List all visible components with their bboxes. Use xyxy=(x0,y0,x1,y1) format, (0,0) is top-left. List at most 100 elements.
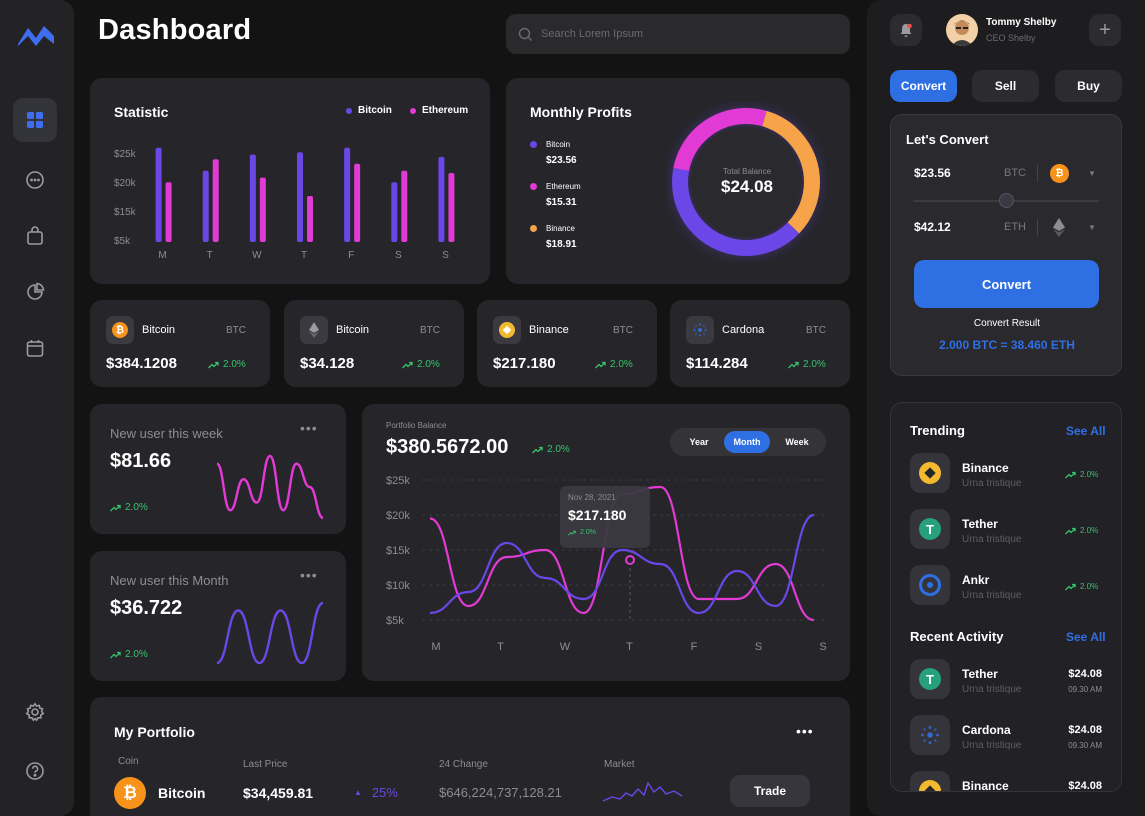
trade-button[interactable]: Trade xyxy=(730,775,810,807)
chevron-down-icon[interactable]: ▼ xyxy=(1088,169,1096,178)
sparkline-path xyxy=(215,454,324,520)
tab-buy[interactable]: Buy xyxy=(1055,70,1122,102)
coin-card[interactable]: Bitcoin BTC $34.128 2.0% xyxy=(284,300,464,387)
x-tick: M xyxy=(431,641,440,653)
to-amount[interactable]: $42.12 xyxy=(914,220,951,234)
nav-messages[interactable] xyxy=(13,158,57,202)
search-icon xyxy=(518,27,532,41)
col-coin: Coin xyxy=(118,756,139,767)
avatar[interactable] xyxy=(946,14,978,46)
chevron-down-icon[interactable]: ▼ xyxy=(1088,223,1096,232)
change-text: 2.0% xyxy=(223,359,246,370)
coin-code: BTC xyxy=(226,325,246,336)
chart-tooltip: Nov 28, 2021 $217.180 2.0% xyxy=(560,486,650,548)
donut-chart xyxy=(672,108,820,256)
recent-see-all-link[interactable]: See All xyxy=(1066,630,1106,644)
tether-icon: T xyxy=(910,659,950,699)
coin-card[interactable]: Cardona BTC $114.284 2.0% xyxy=(670,300,850,387)
bar xyxy=(344,147,351,242)
grid-icon xyxy=(27,112,43,128)
trend-up-icon xyxy=(1065,471,1076,478)
tab-year[interactable]: Year xyxy=(689,437,709,447)
coin-code: BTC xyxy=(806,325,826,336)
nav-help[interactable] xyxy=(13,749,57,793)
legend-bitcoin: Bitcoin xyxy=(346,105,392,116)
change-text: 2.0% xyxy=(803,359,826,370)
tab-sell[interactable]: Sell xyxy=(972,70,1039,102)
coin-change: 2.0% xyxy=(402,359,440,370)
search-bar[interactable] xyxy=(506,14,850,54)
trend-up-icon xyxy=(532,446,543,453)
recent-sub: Urna tristique xyxy=(962,740,1022,751)
x-tick: S xyxy=(819,641,826,653)
add-button[interactable]: + xyxy=(1089,14,1121,46)
trend-up-icon xyxy=(1065,583,1076,590)
x-tick: S xyxy=(755,641,762,653)
notification-button[interactable] xyxy=(890,14,922,46)
trend-up-icon xyxy=(788,361,799,368)
tab-month[interactable]: Month xyxy=(724,431,770,453)
more-icon[interactable]: ••• xyxy=(796,723,814,739)
tab-convert[interactable]: Convert xyxy=(890,70,957,102)
new-user-week-change: 2.0% xyxy=(110,502,148,513)
new-user-month-value: $36.722 xyxy=(110,597,183,619)
legend-dot xyxy=(530,225,537,232)
logo-icon[interactable] xyxy=(16,22,56,48)
nav-analytics[interactable] xyxy=(13,270,57,314)
y-tick: $20k xyxy=(114,178,136,189)
more-icon[interactable]: ••• xyxy=(300,567,318,583)
donut-slice xyxy=(672,108,820,256)
nav-calendar[interactable] xyxy=(13,326,57,370)
nav-shop[interactable] xyxy=(13,214,57,258)
col-last-price: Last Price xyxy=(243,759,288,770)
trending-change: 2.0% xyxy=(1065,470,1098,479)
more-icon[interactable]: ••• xyxy=(300,420,318,436)
nav-dashboard[interactable] xyxy=(13,98,57,142)
change-text: 2.0% xyxy=(417,359,440,370)
bag-icon xyxy=(27,226,43,245)
recent-name: Binance xyxy=(962,779,1009,792)
legend-dot xyxy=(530,183,537,190)
recent-amount: $24.08 xyxy=(1068,724,1102,736)
trending-change: 2.0% xyxy=(1065,582,1098,591)
chart-point-marker[interactable] xyxy=(625,555,635,565)
trending-name: Binance xyxy=(962,461,1009,475)
swap-icon[interactable] xyxy=(999,193,1014,208)
coin-price: $34.128 xyxy=(300,355,355,372)
trending-see-all-link[interactable]: See All xyxy=(1066,424,1106,438)
bar xyxy=(249,154,256,242)
nav-settings[interactable] xyxy=(13,690,57,734)
portfolio-balance-value: $380.5672.00 xyxy=(386,436,509,458)
plus-icon: + xyxy=(1099,18,1111,41)
trend-up-icon xyxy=(110,651,121,658)
coin-card[interactable]: ₿ Bitcoin BTC $384.1208 2.0% xyxy=(90,300,270,387)
trend-up-icon xyxy=(402,361,413,368)
change-text: 2.0% xyxy=(580,529,596,536)
col-market: Market xyxy=(604,759,635,770)
portfolio-balance-label: Portfolio Balance xyxy=(386,421,447,430)
y-tick: $15k xyxy=(114,207,136,218)
row-coin-name: Bitcoin xyxy=(158,785,206,801)
ethereum-icon xyxy=(1053,218,1065,237)
trend-up-icon xyxy=(208,361,219,368)
page-title: Dashboard xyxy=(98,14,252,46)
change-text: 2.0% xyxy=(610,359,633,370)
coin-name: Bitcoin xyxy=(142,324,176,336)
user-role: CEO Shelby xyxy=(986,33,1036,43)
bar xyxy=(354,163,361,242)
donut-center-label: Total Balance xyxy=(722,167,772,176)
search-input[interactable] xyxy=(541,28,821,40)
convert-button[interactable]: Convert xyxy=(914,260,1099,308)
x-tick: T xyxy=(301,250,307,261)
legend-label: Ethereum xyxy=(422,105,469,116)
col-24-change: 24 Change xyxy=(439,759,488,770)
coin-card[interactable]: Binance BTC $217.180 2.0% xyxy=(477,300,657,387)
bar xyxy=(155,147,162,242)
bell-icon xyxy=(900,23,912,37)
recent-name: Tether xyxy=(962,667,998,681)
from-amount[interactable]: $23.56 xyxy=(914,166,951,180)
profit-name: Bitcoin xyxy=(546,140,571,149)
bar xyxy=(307,196,313,242)
coin-code: BTC xyxy=(613,325,633,336)
tab-week[interactable]: Week xyxy=(785,437,809,447)
